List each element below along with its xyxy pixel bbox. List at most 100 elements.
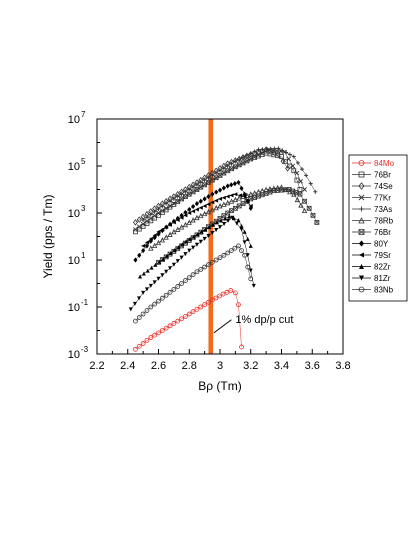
data-point <box>148 212 153 217</box>
data-point <box>302 198 307 204</box>
data-point <box>198 239 203 244</box>
data-point <box>251 190 258 196</box>
data-point <box>145 268 150 273</box>
legend-entry: 73As <box>352 205 392 214</box>
data-point <box>248 268 253 273</box>
data-point <box>198 198 203 204</box>
data-point <box>183 194 188 199</box>
data-point <box>171 286 177 292</box>
data-point <box>232 181 237 187</box>
data-point <box>163 234 169 240</box>
data-point <box>308 181 313 186</box>
data-point <box>202 264 208 270</box>
data-point <box>202 203 207 208</box>
data-point <box>140 311 146 317</box>
data-point <box>267 186 273 192</box>
data-point <box>245 199 250 204</box>
data-point <box>156 330 161 336</box>
legend-label: 84Mo <box>374 159 395 168</box>
data-point <box>194 207 199 212</box>
data-point <box>183 278 188 283</box>
data-point <box>259 150 265 156</box>
data-point <box>194 269 200 275</box>
data-point <box>140 341 146 346</box>
data-point <box>183 209 188 216</box>
data-point <box>203 227 208 232</box>
data-point <box>297 191 303 197</box>
y-tick-label: 10 <box>68 349 80 361</box>
data-point <box>168 250 173 255</box>
data-point <box>133 257 138 263</box>
data-point <box>225 199 231 206</box>
data-point <box>156 210 161 216</box>
data-point <box>241 155 246 160</box>
data-point <box>236 155 242 163</box>
data-point <box>136 224 142 230</box>
legend-entry: 81Zr <box>352 274 391 283</box>
legend-entry: 76Br <box>352 228 391 237</box>
data-point <box>141 271 146 276</box>
data-point <box>225 250 231 256</box>
y-tick-label: 10 <box>68 114 80 126</box>
data-point <box>211 222 216 227</box>
data-point <box>168 199 173 204</box>
data-point <box>163 325 169 331</box>
data-point <box>136 315 142 320</box>
data-point <box>191 245 196 250</box>
data-point <box>207 225 212 230</box>
data-point <box>268 146 273 151</box>
data-point <box>206 175 211 180</box>
data-point <box>255 152 261 158</box>
data-point <box>210 191 215 197</box>
x-tick-label: 2.8 <box>182 360 197 372</box>
data-point <box>156 276 161 281</box>
legend-marker <box>359 252 364 258</box>
data-point <box>186 275 192 281</box>
data-point <box>171 228 177 235</box>
data-point <box>221 170 227 176</box>
data-point <box>188 236 193 241</box>
data-point <box>190 189 196 195</box>
data-point <box>148 216 154 221</box>
data-point <box>148 245 154 251</box>
data-point <box>171 321 177 326</box>
data-point <box>175 226 181 232</box>
data-point <box>232 290 238 296</box>
legend-marker <box>358 160 365 166</box>
legend-marker <box>359 275 364 281</box>
legend-marker <box>359 240 364 247</box>
data-point <box>232 245 238 251</box>
data-point <box>314 219 320 225</box>
data-point <box>152 213 157 219</box>
data-point <box>144 218 150 224</box>
y-tick-exponent: 3 <box>81 204 86 213</box>
data-point <box>159 295 165 301</box>
data-point <box>149 265 154 270</box>
data-point <box>233 159 238 164</box>
data-point <box>175 284 181 289</box>
data-point <box>242 240 247 245</box>
x-tick-label: 2.2 <box>89 360 104 372</box>
data-point <box>136 216 142 223</box>
data-point <box>206 180 211 185</box>
data-point <box>133 318 138 324</box>
data-point <box>186 191 192 197</box>
data-point <box>275 150 281 158</box>
data-point <box>152 242 158 248</box>
data-point <box>280 158 286 165</box>
data-point <box>179 215 184 220</box>
data-point <box>301 207 308 214</box>
data-point <box>245 236 250 241</box>
data-point <box>242 194 247 199</box>
data-point <box>156 229 161 234</box>
legend-entry: 76Br <box>352 171 391 180</box>
data-point <box>183 213 188 218</box>
data-point <box>160 204 165 209</box>
data-point <box>164 201 169 206</box>
data-point <box>242 252 248 258</box>
data-point <box>183 252 188 257</box>
data-point <box>175 318 181 324</box>
data-point <box>187 206 192 213</box>
data-point <box>248 191 254 197</box>
